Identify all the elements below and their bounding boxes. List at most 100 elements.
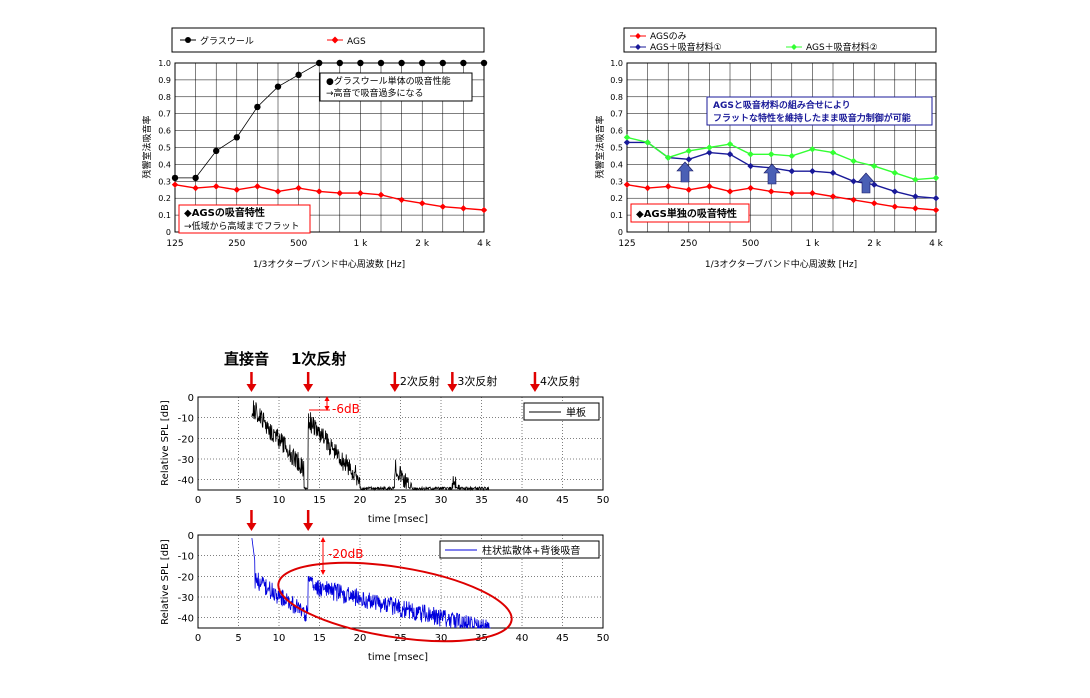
y-tick-label: 0.6	[610, 127, 623, 136]
y-axis-label: 残響室法吸音率	[594, 115, 606, 178]
series-0-point	[213, 147, 220, 155]
annotation-minus20db: -20dB	[320, 537, 363, 575]
x-axis-label: 1/3オクターブバンド中心周波数 [Hz]	[253, 258, 405, 270]
x-axis-ticks: 125 250 500 1 k 2 k 4 k	[166, 239, 491, 249]
x-tick-label: 50	[597, 633, 610, 644]
y-tick-label: -10	[178, 552, 194, 563]
series-0-point	[747, 184, 754, 192]
y-tick-label: 1.0	[158, 59, 171, 68]
x-tick-label: 500	[290, 239, 307, 249]
series-1-point	[295, 184, 302, 192]
x-axis-label: 1/3オクターブバンド中心周波数 [Hz]	[705, 258, 857, 270]
x-tick-label: 125	[166, 239, 183, 249]
annotation-ags-single: ◆AGS単独の吸音特性	[630, 203, 750, 223]
series-2-point	[829, 149, 837, 156]
legend-label-absorber1: AGS＋吸音材料①	[650, 41, 722, 53]
series-1-line	[174, 184, 485, 211]
series-1-point	[377, 191, 385, 199]
series-0-point	[480, 59, 488, 67]
legend-label-ags-only: AGSのみ	[650, 31, 687, 42]
svg-text:→高音で吸音過多になる: →高音で吸音過多になる	[326, 87, 424, 99]
x-tick-label: 2 k	[415, 239, 430, 249]
y-tick-label: 0.3	[158, 177, 171, 186]
y-tick-label: 0.5	[610, 144, 623, 153]
svg-text:→低域から高域までフラット: →低域から高域までフラット	[184, 220, 300, 232]
legend-box: 柱状拡散体+背後吸音	[439, 540, 600, 559]
series-2-point	[726, 140, 734, 148]
y-axis-ticks: 0 -10 -20 -30 -40	[178, 531, 194, 625]
y-axis-label: 残響室法吸音率	[141, 115, 153, 178]
legend-box: AGSのみ AGS＋吸音材料① AGS＋吸音材料②	[623, 27, 937, 53]
series-1-point	[171, 181, 179, 188]
series-1-point	[213, 183, 220, 190]
down-arrow-icon	[246, 523, 257, 531]
series-1-point	[932, 195, 940, 202]
x-tick-label: 5	[235, 633, 241, 644]
x-tick-label: 0	[195, 495, 201, 506]
y-tick-label: 0.1	[158, 211, 171, 220]
y-tick-label: 0	[188, 531, 194, 542]
series-1-point	[850, 178, 857, 185]
series-2-line	[626, 136, 937, 181]
series-1-point	[398, 196, 405, 204]
legend-label-absorber2: AGS＋吸音材料②	[806, 41, 878, 53]
series-0-line	[626, 184, 937, 211]
y-tick-label: -30	[178, 593, 194, 604]
up-arrow-icon	[763, 163, 781, 185]
x-tick-label: 15	[313, 495, 326, 506]
y-axis-ticks: 0 0.1 0.2 0.3 0.4 0.5 0.6 0.7 0.8 0.9 1.0	[610, 59, 623, 237]
series-0-point	[439, 59, 446, 67]
series-2-point	[747, 151, 754, 158]
y-tick-label: 0.8	[158, 93, 171, 102]
reflection-arrows	[246, 372, 540, 392]
series-0-point	[685, 186, 692, 193]
series-0-line	[175, 62, 484, 179]
series-0-point	[316, 59, 323, 67]
x-tick-label: 40	[516, 633, 529, 644]
series-0-point	[768, 188, 775, 195]
x-tick-label: 4 k	[477, 239, 492, 249]
series-0-point	[912, 205, 919, 212]
x-tick-label: 15	[313, 633, 326, 644]
series-0-point	[932, 206, 940, 214]
x-tick-label: 30	[435, 495, 448, 506]
series-0-point	[419, 59, 426, 67]
series-1-point	[623, 139, 631, 146]
series-2-point	[809, 145, 816, 153]
x-tick-label: 40	[516, 495, 529, 506]
y-tick-label: 0.4	[158, 160, 171, 169]
series-2-point	[768, 151, 775, 158]
series-2-point	[891, 169, 898, 177]
x-tick-label: 50	[597, 495, 610, 506]
legend-box: グラスウール AGS	[171, 27, 485, 53]
y-tick-label: 0	[166, 228, 171, 237]
y-tick-label: 0	[188, 393, 194, 404]
legend-label-glasswool: グラスウール	[200, 35, 254, 47]
series-1-point	[480, 206, 488, 214]
x-tick-label: 45	[556, 633, 569, 644]
chart-ags-absorbers: AGSのみ AGS＋吸音材料① AGS＋吸音材料② 00.10.20.30.40…	[594, 27, 944, 270]
legend-marker-ags	[331, 36, 339, 44]
x-axis-ticks: 125 250 500 1 k 2 k 4 k	[618, 239, 943, 249]
x-tick-label: 1 k	[353, 239, 368, 249]
svg-text:●グラスウール単体の吸音性能: ●グラスウール単体の吸音性能	[326, 75, 451, 87]
y-tick-label: 0.6	[158, 127, 171, 136]
diffusion-highlight-ellipse	[277, 561, 513, 643]
series-0-point	[398, 59, 405, 67]
series-0-point	[850, 196, 857, 204]
series-0-point	[788, 189, 795, 197]
series-1-point	[357, 189, 364, 197]
legend-box: 単板	[523, 402, 600, 421]
series-1-point	[316, 188, 323, 195]
series-0-point	[623, 181, 631, 188]
series-0-point	[357, 59, 364, 67]
legend-label-ags: AGS	[347, 37, 366, 47]
chart-glasswool-ags: グラスウール AGS 0 0.1 0.2 0.3 0.4 0.5 0.6 0.7 0.8 0.9 1…	[141, 27, 492, 270]
x-tick-label: 4 k	[929, 239, 944, 249]
x-tick-label: 1 k	[805, 239, 820, 249]
header-direct-sound: 直接音	[224, 350, 269, 368]
y-tick-label: 0.2	[610, 194, 623, 203]
increase-arrows	[676, 161, 875, 194]
svg-text:-6dB: -6dB	[332, 402, 360, 416]
